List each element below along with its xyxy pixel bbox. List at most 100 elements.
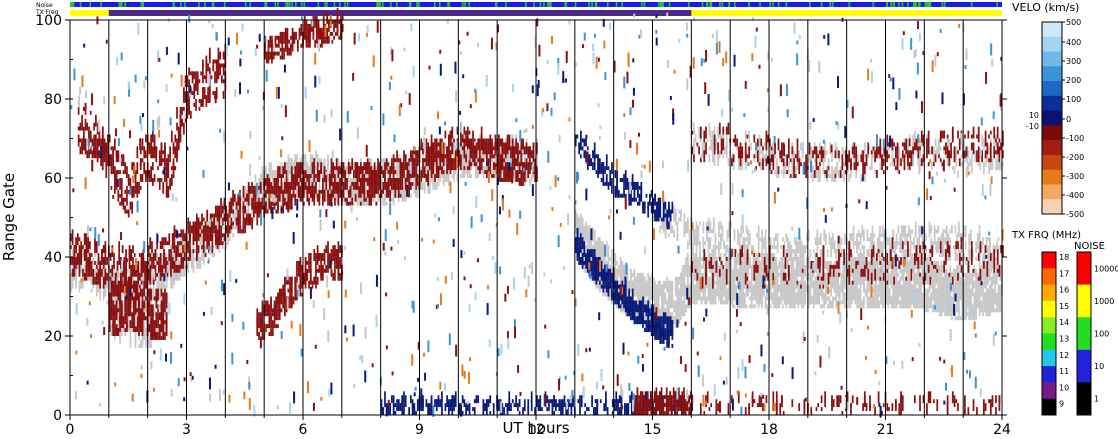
scatter-cell <box>825 233 827 246</box>
scatter-cell <box>906 260 908 265</box>
scatter-cell <box>227 241 229 246</box>
scatter-cell <box>435 181 438 190</box>
scatter-cell <box>815 170 818 175</box>
scatter-cell <box>745 237 748 242</box>
scatter-cell <box>718 288 720 293</box>
scatter-cell <box>87 272 89 277</box>
scatter-cell <box>930 268 933 273</box>
noise-strip-green-mark <box>893 2 895 7</box>
noise-strip-green-mark <box>277 2 279 7</box>
scatter-cell <box>866 284 869 289</box>
scatter-cell <box>385 201 388 206</box>
scatter-cell <box>683 272 686 281</box>
scatter-cell <box>983 276 986 281</box>
scatter-cell <box>888 288 891 297</box>
scatter-cell <box>175 268 178 281</box>
scatter-cell <box>902 288 905 301</box>
scatter-cell <box>825 300 827 305</box>
scatter-cell <box>750 264 753 269</box>
scatter-cell <box>742 288 744 297</box>
scatter-cell <box>164 284 166 293</box>
scatter-cell <box>970 300 972 305</box>
scatter-cell <box>249 193 252 206</box>
scatter-cell <box>997 284 1000 289</box>
scatter-cell <box>769 142 771 155</box>
scatter-cell <box>911 241 914 246</box>
noise-strip-green-mark <box>928 2 931 7</box>
scatter-cell <box>795 264 798 269</box>
scatter-cell <box>850 233 853 238</box>
scatter-cell <box>78 280 81 285</box>
scatter-cell <box>844 241 846 246</box>
scatter-cell <box>792 257 795 269</box>
scatter-cell <box>784 154 787 159</box>
scatter-cell <box>642 288 644 293</box>
scatter-cell <box>396 189 398 194</box>
scatter-cell <box>787 162 790 175</box>
scatter-cell <box>685 272 688 277</box>
scatter-cell <box>981 134 984 147</box>
scatter-cell <box>961 272 964 285</box>
scatter-cell <box>738 268 741 273</box>
scatter-cell <box>719 233 722 246</box>
scatter-cell <box>821 280 824 285</box>
scatter-cell <box>952 268 955 277</box>
scatter-cell <box>913 288 915 293</box>
scatter-cell <box>773 237 776 250</box>
scatter-cell <box>145 300 147 305</box>
scatter-cell <box>978 304 981 309</box>
scatter-cell <box>614 260 617 269</box>
scatter-cell <box>621 308 624 313</box>
scatter-cell <box>939 264 941 273</box>
scatter-cell <box>975 308 977 313</box>
scatter-cell <box>97 280 100 285</box>
scatter-cell <box>834 166 837 178</box>
scatter-cell <box>712 146 714 159</box>
scatter-cell <box>978 264 981 273</box>
scatter-cell <box>811 280 814 289</box>
noise-strip-green-mark <box>396 2 398 7</box>
scatter-cell <box>957 308 960 313</box>
scatter-cell <box>136 304 139 313</box>
noise-strip-green-mark <box>918 2 920 7</box>
scatter-cell <box>676 316 679 321</box>
scatter-cell <box>747 272 750 277</box>
scatter-cell <box>775 233 777 242</box>
scatter-cell <box>153 308 156 317</box>
scatter-cell <box>87 276 89 281</box>
scatter-cell <box>813 249 815 254</box>
scatter-cell <box>780 245 782 250</box>
scatter-cell <box>780 257 782 261</box>
scatter-cell <box>841 146 844 155</box>
scatter-cell <box>437 181 440 186</box>
scatter-cell <box>925 300 927 309</box>
scatter-cell <box>97 253 100 261</box>
noise-strip-green-mark <box>338 2 341 7</box>
scatter-cell <box>857 276 860 285</box>
scatter-cell <box>335 197 338 202</box>
scatter-cell <box>674 221 677 226</box>
scatter-cell <box>232 213 234 218</box>
noise-strip-green-mark <box>547 2 549 7</box>
scatter-cell <box>947 280 950 289</box>
scatter-cell <box>970 229 972 242</box>
scatter-cell <box>907 225 910 234</box>
scatter-cell <box>718 249 720 254</box>
scatter-cell <box>894 296 896 309</box>
scatter-cell <box>973 304 976 309</box>
scatter-cell <box>225 229 228 238</box>
scatter-cell <box>607 264 610 269</box>
scatter-cell <box>750 142 752 151</box>
scatter-cell <box>945 229 948 242</box>
scatter-cell <box>744 130 747 143</box>
noise-strip-green-mark <box>615 2 618 7</box>
scatter-cell <box>700 296 703 301</box>
scatter-cell <box>814 284 817 297</box>
scatter-cell <box>593 229 596 242</box>
scatter-cell <box>595 241 598 246</box>
scatter-cell <box>831 150 833 163</box>
scatter-cell <box>678 209 681 214</box>
scatter-cell <box>788 241 791 250</box>
scatter-cell <box>781 237 784 242</box>
scatter-cell <box>206 221 209 226</box>
